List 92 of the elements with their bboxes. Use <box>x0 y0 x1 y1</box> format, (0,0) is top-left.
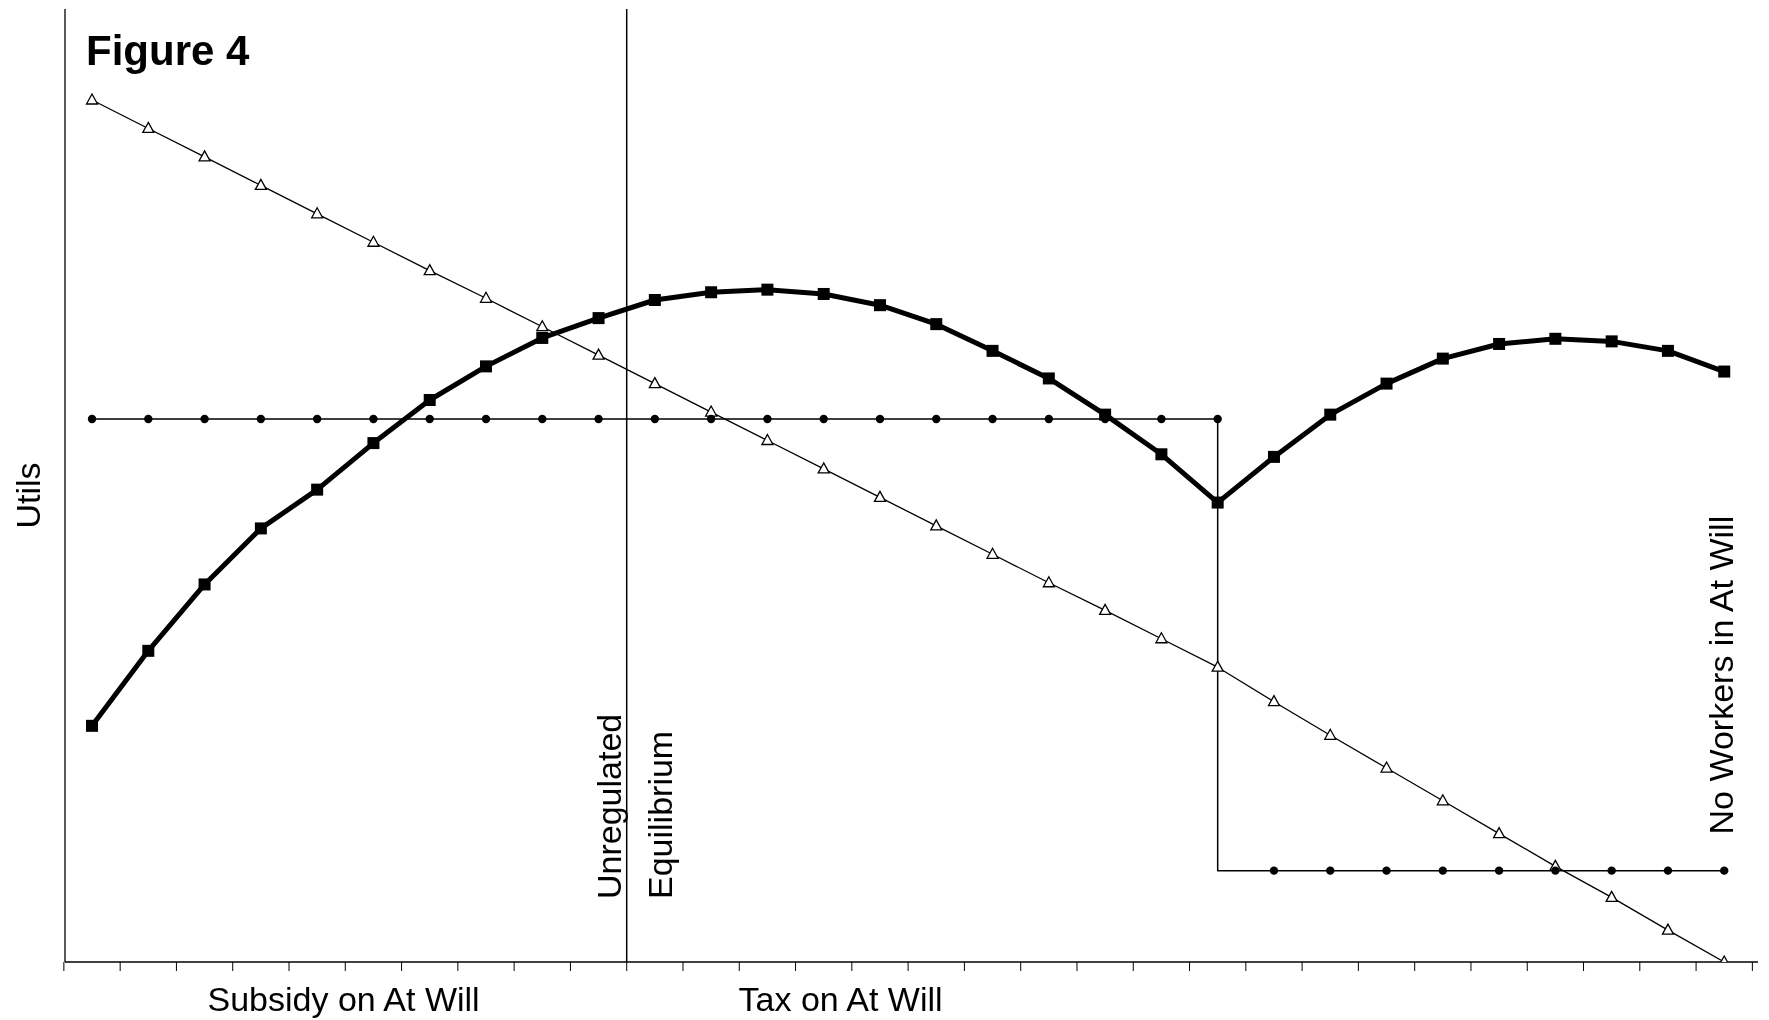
point <box>142 121 155 134</box>
annotation: Unregulated Equilibrium <box>589 713 679 899</box>
point <box>1436 794 1449 806</box>
point <box>594 414 603 424</box>
text: Subsidy on At Will <box>207 980 480 1018</box>
point <box>705 286 718 299</box>
point <box>873 299 886 312</box>
point <box>1661 344 1674 357</box>
point <box>1267 450 1280 463</box>
point <box>1213 414 1222 424</box>
point <box>873 490 887 503</box>
point <box>706 414 716 424</box>
point <box>367 437 380 450</box>
point <box>1380 761 1393 773</box>
point <box>144 414 153 424</box>
point <box>1661 923 1675 935</box>
point <box>761 283 774 296</box>
point <box>875 414 885 424</box>
point <box>988 414 997 424</box>
point <box>1324 408 1337 421</box>
point <box>254 522 267 535</box>
point <box>198 150 211 162</box>
point <box>1607 866 1616 875</box>
point <box>819 414 828 424</box>
point <box>648 294 661 306</box>
point <box>1718 365 1731 378</box>
point <box>254 178 268 191</box>
point <box>1326 866 1335 875</box>
point <box>1549 332 1562 345</box>
point <box>1493 337 1506 350</box>
point <box>538 414 547 424</box>
point <box>592 312 605 325</box>
point <box>817 287 830 300</box>
point <box>1605 890 1618 902</box>
point <box>480 360 492 373</box>
annotation: No Workers in At Will <box>1701 515 1740 835</box>
point <box>1042 372 1055 385</box>
point <box>425 414 434 424</box>
point <box>1438 866 1448 875</box>
point <box>650 414 660 424</box>
point <box>930 318 943 331</box>
chart-title: Figure 4 <box>86 27 250 74</box>
point <box>1551 866 1560 875</box>
point <box>1155 632 1168 644</box>
point <box>481 414 491 424</box>
point <box>1605 335 1618 348</box>
point <box>932 414 941 424</box>
text: Tax on At Will <box>738 980 943 1018</box>
point <box>423 393 436 406</box>
point <box>479 291 493 303</box>
point <box>311 483 324 496</box>
point <box>1269 866 1279 875</box>
point <box>648 376 661 389</box>
point <box>986 547 999 559</box>
point <box>536 331 549 344</box>
point <box>704 405 718 417</box>
point <box>761 433 774 446</box>
point <box>1157 414 1166 424</box>
point <box>311 207 324 219</box>
point <box>930 519 943 531</box>
point <box>198 578 211 591</box>
point <box>423 264 436 276</box>
point <box>1494 866 1504 875</box>
point <box>1720 866 1729 875</box>
point <box>1492 826 1506 839</box>
point <box>1044 414 1054 424</box>
point <box>1267 695 1281 707</box>
point <box>369 414 378 424</box>
point <box>1042 576 1055 588</box>
point <box>1211 660 1224 672</box>
point <box>86 719 99 732</box>
point <box>312 414 322 424</box>
point <box>986 344 999 357</box>
y-axis-title: Utils <box>9 462 47 529</box>
point <box>1324 728 1337 740</box>
point <box>1663 866 1673 875</box>
point <box>1098 603 1112 615</box>
point <box>1211 496 1224 509</box>
point <box>200 414 209 424</box>
point <box>87 414 97 424</box>
point <box>142 644 155 657</box>
point <box>256 414 266 424</box>
point <box>85 93 99 105</box>
point <box>1382 866 1391 875</box>
point <box>763 414 772 424</box>
point <box>1380 377 1393 390</box>
point <box>592 348 605 360</box>
point <box>367 235 380 247</box>
point <box>817 462 830 474</box>
point <box>1155 448 1168 461</box>
point <box>536 320 549 332</box>
point <box>1436 352 1449 365</box>
